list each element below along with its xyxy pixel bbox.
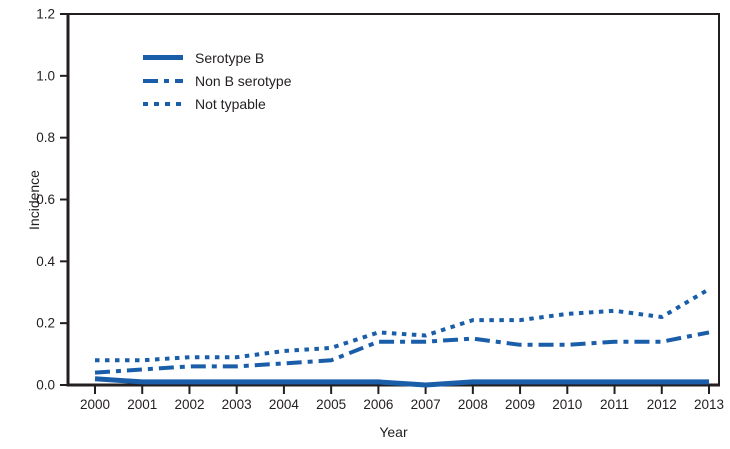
x-tick-label: 2009 bbox=[505, 397, 535, 412]
y-tick-label: 1.2 bbox=[36, 7, 55, 22]
series-line-non-b-serotype bbox=[94, 330, 710, 375]
x-tick-label: 2005 bbox=[316, 397, 346, 412]
series-line-not-typable bbox=[95, 287, 711, 363]
x-tick-label: 2007 bbox=[411, 397, 441, 412]
series-line-serotype-b bbox=[94, 376, 709, 388]
legend-item-non-b-serotype: Non B serotype bbox=[143, 69, 292, 92]
legend-item-serotype-b: Serotype B bbox=[143, 46, 292, 69]
legend: Serotype B Non B serotype Not typable bbox=[143, 46, 292, 115]
x-tick-label: 2011 bbox=[600, 397, 629, 412]
dotted-line-swatch-icon bbox=[143, 101, 183, 106]
x-tick-label: 2004 bbox=[269, 397, 300, 412]
x-tick-label: 2010 bbox=[552, 397, 582, 412]
x-tick-label: 2002 bbox=[174, 397, 204, 412]
legend-label: Serotype B bbox=[195, 49, 265, 66]
y-tick-label: 0.6 bbox=[36, 192, 55, 207]
x-tick-label: 2000 bbox=[80, 397, 110, 412]
y-tick-label: 0.2 bbox=[36, 316, 55, 331]
x-tick-label: 2012 bbox=[647, 397, 677, 412]
y-tick-label: 1.0 bbox=[36, 68, 55, 83]
y-axis-title: Incidence bbox=[25, 170, 42, 230]
y-tick-label: 0.0 bbox=[36, 378, 55, 393]
legend-label: Not typable bbox=[195, 95, 266, 112]
x-tick-label: 2001 bbox=[127, 397, 157, 412]
legend-item-not-typable: Not typable bbox=[143, 92, 292, 115]
solid-line-swatch-icon bbox=[143, 55, 183, 60]
y-tick-label: 0.8 bbox=[36, 130, 55, 145]
x-tick-label: 2003 bbox=[222, 397, 252, 412]
x-tick-label: 2006 bbox=[363, 397, 393, 412]
legend-label: Non B serotype bbox=[195, 72, 292, 89]
x-tick-label: 2013 bbox=[694, 397, 724, 412]
dash-dot-line-swatch-icon bbox=[143, 78, 183, 83]
x-axis-title: Year bbox=[379, 424, 408, 440]
y-tick-label: 0.4 bbox=[36, 254, 55, 269]
x-tick-label: 2008 bbox=[458, 397, 488, 412]
